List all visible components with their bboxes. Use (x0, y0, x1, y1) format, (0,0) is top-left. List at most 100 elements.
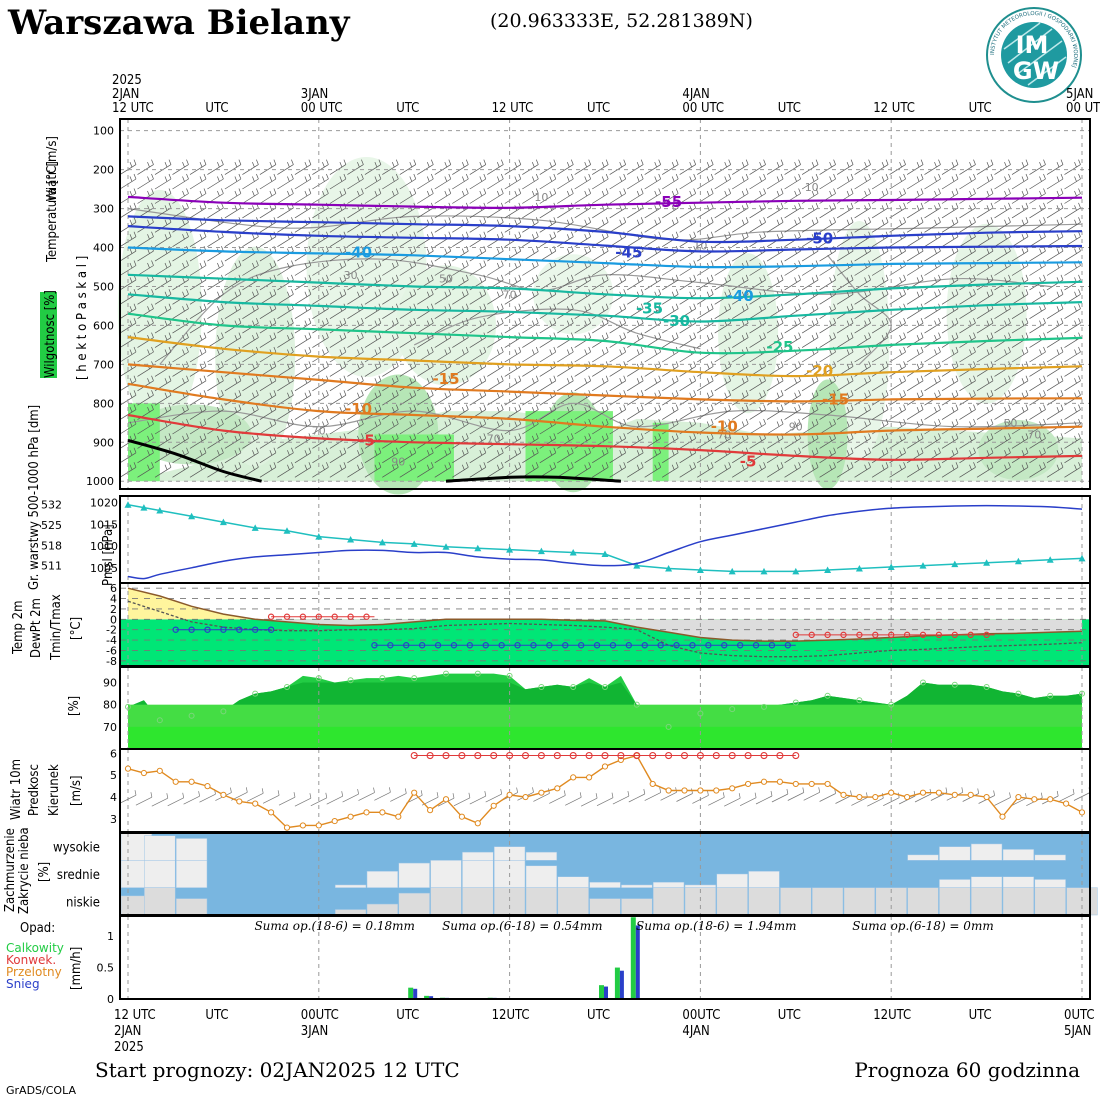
humidity-patch (978, 420, 1059, 481)
wind-barb (539, 433, 557, 449)
wind-barb (976, 433, 994, 449)
cloud-mid-bar (621, 884, 653, 888)
wind10m-barb (771, 788, 789, 803)
thickness-marker (219, 518, 227, 526)
wind-barb (836, 217, 854, 233)
wind-barb (766, 317, 784, 334)
wind-barb (452, 404, 469, 420)
wind-barb (329, 188, 347, 204)
wind-barb (504, 462, 522, 478)
wind-barb (1064, 447, 1081, 464)
wind-barb (801, 217, 819, 233)
wind-barb (627, 217, 644, 233)
wind-barb (399, 462, 417, 478)
wind-speed-marker (236, 798, 243, 805)
wind-barb (364, 390, 382, 406)
wind10m-barb (199, 789, 216, 803)
wind-barb (1046, 317, 1064, 334)
wind-barb (609, 217, 627, 233)
wind-barb (557, 346, 574, 363)
gust-marker (521, 752, 530, 760)
cloud-low-bar (1002, 887, 1035, 916)
wind-barb (592, 447, 609, 464)
gust-marker (410, 752, 418, 760)
wind-barb (189, 231, 207, 247)
wind-speed-marker (124, 765, 132, 772)
wind-barb (119, 346, 137, 363)
isotherm-label: -10 (345, 400, 372, 418)
wind-barb (312, 274, 329, 291)
wind-barb (801, 317, 819, 334)
wind-barb (819, 188, 836, 204)
wind-barb (382, 173, 399, 190)
humidity2m-marker (570, 683, 577, 690)
wind-speed-marker (506, 791, 513, 798)
wind-barb (766, 217, 784, 233)
wind-barb (784, 332, 801, 348)
bottom-time-label: 12UTC (492, 1008, 530, 1023)
wind-speed-marker (713, 787, 720, 794)
wind-barb (836, 332, 854, 348)
wind-barb (732, 202, 749, 219)
wind-barb (924, 317, 941, 334)
precip-tick: 0.5 (97, 962, 115, 975)
wind-speed-marker (745, 780, 752, 788)
wind-barb (294, 447, 312, 464)
top-time-label: 00 UTC (1066, 101, 1100, 116)
humidity2m-band-70 (128, 726, 1082, 749)
wind-speed-marker (1015, 793, 1022, 801)
top-time-label: UTC (969, 101, 992, 116)
cloud-mid-bar (144, 860, 176, 888)
wind-barb (574, 462, 592, 478)
wind-barb (557, 159, 574, 175)
wind-barb (574, 447, 592, 464)
wind10m-label: Wiatr 10m (9, 759, 24, 820)
wind-barb (399, 447, 417, 464)
wind10m-barb (453, 792, 471, 807)
top-time-label: 00 UTC (682, 101, 724, 116)
wind-barb (207, 447, 224, 464)
wind-barb (592, 245, 609, 262)
humidity-contour-label: 50 (439, 273, 453, 286)
wind-barb (522, 346, 539, 363)
cloud-low-bar (1034, 887, 1066, 916)
wind-barb (819, 462, 836, 478)
wind-barb (854, 433, 871, 449)
wind-barb (766, 274, 784, 291)
precip-tick: 1 (107, 930, 114, 943)
humidity-fill (117, 157, 1083, 495)
wind-barb (1011, 404, 1029, 420)
wind-speed-marker (220, 791, 227, 798)
precip-legend-item: Konwek. (6, 953, 56, 967)
wind10m-barb (310, 792, 328, 807)
wind-barb (697, 173, 714, 190)
bottom-time-label: 0UTC (1064, 1008, 1095, 1023)
wind-speed-marker (1063, 800, 1070, 807)
wind10m-barb (294, 793, 312, 807)
wind-barb (224, 173, 242, 190)
wind-barb (1029, 303, 1046, 319)
wind-barb (1011, 390, 1029, 406)
wind-barb (627, 188, 644, 204)
humidity2m-marker (443, 670, 449, 677)
wind-barb (924, 202, 941, 219)
pressure-panel: 511 518 525 532 1005 1010 1015 1020 Gr. warstwy… (27, 405, 1091, 590)
wind-barb (871, 173, 889, 190)
wind-barb (154, 260, 172, 276)
wind-barb (364, 159, 382, 175)
wind-speed-marker (140, 769, 147, 777)
wind-barb (644, 188, 662, 204)
wind-barb (801, 332, 819, 348)
precip-total-bar (614, 967, 620, 999)
wind-barb (679, 332, 697, 348)
humidity-contour-label: 10 (534, 191, 548, 204)
cloud-level-label: niskie (66, 895, 100, 910)
wind-barb (609, 317, 627, 334)
wind-barb (662, 231, 679, 247)
isotherm-line (127, 382, 1083, 436)
wind10m-barb (724, 793, 741, 807)
wind-barb (347, 245, 364, 262)
thickness-marker (474, 544, 482, 552)
wind-barb (959, 375, 976, 392)
wind-barb (417, 173, 434, 190)
